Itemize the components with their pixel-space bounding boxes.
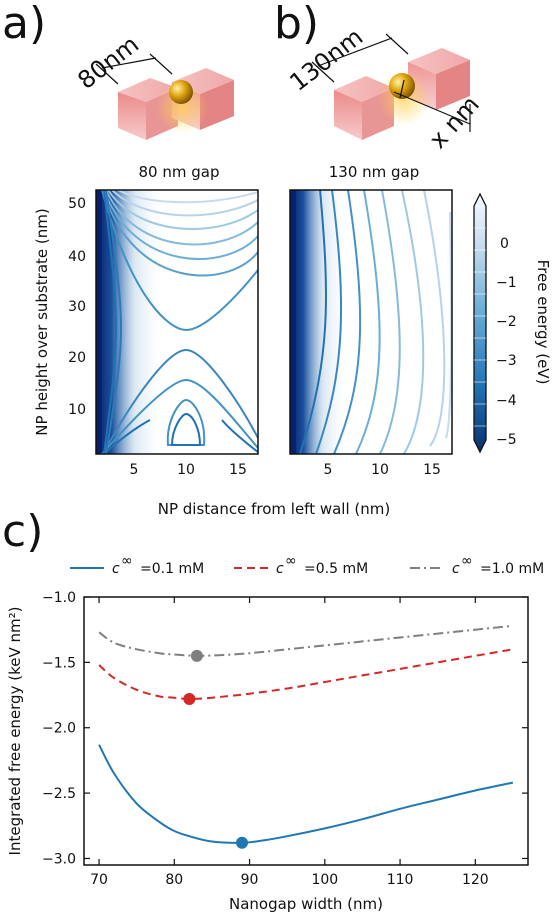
- x-tick-label: 100: [311, 872, 338, 888]
- dimension-marker-a: [95, 53, 173, 85]
- contour-x-axis-label: NP distance from left wall (nm): [158, 500, 391, 518]
- legend-superscript: ∞: [461, 553, 473, 569]
- contour-plot-a: [95, 189, 259, 455]
- legend-superscript: ∞: [285, 553, 297, 569]
- colorbar: 0 −1 −2 −3 −4 −5 Free energy (eV): [473, 192, 552, 454]
- x-tick-label: 90: [241, 872, 259, 888]
- y-tick-label: −2.0: [42, 721, 76, 737]
- series-line-2: [98, 648, 514, 701]
- contour-lines-b: [299, 189, 453, 455]
- contour-b-title: 130 nm gap: [329, 163, 420, 181]
- contour-y-axis-label: NP height over substrate (nm): [33, 208, 51, 435]
- contour-b-axes: 5 10 15: [324, 462, 441, 478]
- ytick-label: 30: [68, 299, 86, 315]
- x-tick-label: 70: [90, 872, 108, 888]
- contour-a-title: 80 nm gap: [139, 163, 220, 181]
- nanogap-illustration-a: 80nm: [72, 30, 234, 140]
- y-tick-label: −1.5: [42, 655, 76, 671]
- ytick-label: 20: [68, 350, 86, 366]
- colorbar-tick-label: −2: [496, 314, 517, 330]
- line-chart: 70 80 90 100 110 120 −1.0 −1.5 −2.0 −2.5 −3.0 Nanog…: [6, 553, 544, 913]
- y-axis-label: Integrated free energy (keV nm²): [6, 607, 24, 856]
- x-tick-label: 80: [165, 872, 183, 888]
- series-line-1: [98, 744, 514, 844]
- xtick-label: 5: [324, 462, 333, 478]
- legend-symbol: c: [452, 561, 460, 577]
- xtick-label: 15: [229, 462, 247, 478]
- colorbar-tick-label: −4: [496, 393, 517, 409]
- series-line-3: [98, 624, 513, 657]
- legend-value: =0.1 mM: [140, 561, 204, 577]
- y-tick-label: −3.0: [42, 851, 76, 867]
- colorbar-tick-label: 0: [500, 236, 509, 252]
- minimum-marker-2: [183, 692, 196, 705]
- xtick-label: 10: [177, 462, 195, 478]
- minimum-marker-1: [236, 836, 249, 849]
- plot-frame: [83, 596, 529, 866]
- x-axis-label: Nanogap width (nm): [229, 895, 383, 913]
- panel-c-letter: c): [2, 506, 43, 557]
- contour-a-axes: 50 40 30 20 10 5 10 15: [68, 196, 247, 478]
- legend-superscript: ∞: [121, 553, 133, 569]
- contour-plot-b: [289, 189, 453, 455]
- legend-symbol: c: [276, 561, 284, 577]
- dimension-marker-b: [311, 33, 471, 132]
- panel-a-letter: a): [2, 0, 46, 49]
- x-tick-label: 110: [387, 872, 414, 888]
- xtick-label: 5: [130, 462, 139, 478]
- xtick-label: 10: [371, 462, 389, 478]
- legend-value: =0.5 mM: [304, 561, 368, 577]
- xtick-label: 15: [423, 462, 441, 478]
- colorbar-tick-label: −3: [496, 353, 517, 369]
- colorbar-label: Free energy (eV): [534, 260, 552, 385]
- y-tick-label: −2.5: [42, 786, 76, 802]
- minimum-marker-3: [190, 649, 203, 662]
- plasmon-glow-a: [156, 82, 208, 134]
- legend-value: =1.0 mM: [480, 561, 544, 577]
- colorbar-tick-label: −5: [496, 432, 517, 448]
- colorbar-tick-label: −1: [496, 275, 517, 291]
- left-wall-b: [334, 76, 394, 140]
- gold-nanoparticle-a: [169, 80, 193, 104]
- ytick-label: 40: [68, 249, 86, 265]
- y-tick-label: −1.0: [42, 590, 76, 606]
- x-tick-label: 120: [462, 872, 489, 888]
- ytick-label: 10: [68, 402, 86, 418]
- ytick-label: 50: [68, 196, 86, 212]
- panel-b-letter: b): [274, 0, 319, 49]
- contour-lines-a: [101, 189, 259, 455]
- legend-symbol: c: [112, 561, 120, 577]
